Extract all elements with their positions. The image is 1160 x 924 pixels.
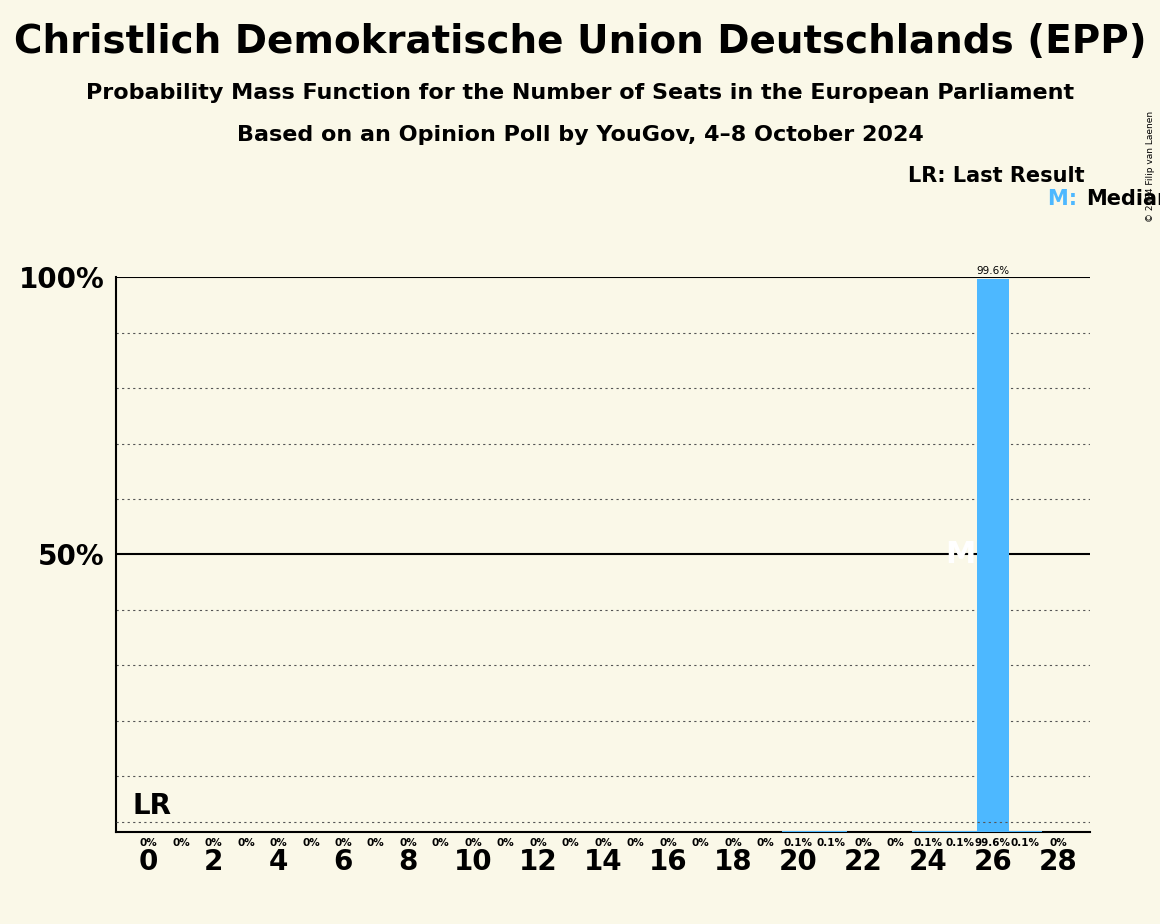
Text: 0%: 0%: [561, 838, 580, 848]
Text: Christlich Demokratische Union Deutschlands (EPP): Christlich Demokratische Union Deutschla…: [14, 23, 1146, 61]
Text: 0%: 0%: [594, 838, 612, 848]
Text: Median: Median: [1086, 189, 1160, 210]
Text: 0%: 0%: [399, 838, 418, 848]
Text: 0.1%: 0.1%: [815, 838, 844, 848]
Text: 0%: 0%: [464, 838, 483, 848]
Text: 0%: 0%: [854, 838, 872, 848]
Text: LR: LR: [132, 792, 172, 820]
Text: 0%: 0%: [204, 838, 223, 848]
Text: 0%: 0%: [626, 838, 645, 848]
Text: M: M: [945, 540, 976, 569]
Text: © 2024 Filip van Laenen: © 2024 Filip van Laenen: [1146, 111, 1155, 222]
Text: 0%: 0%: [269, 838, 288, 848]
Text: 0%: 0%: [302, 838, 320, 848]
Text: 0%: 0%: [367, 838, 385, 848]
Text: LR: Last Result: LR: Last Result: [908, 166, 1085, 187]
Text: 0%: 0%: [334, 838, 353, 848]
Text: 0.1%: 0.1%: [914, 838, 942, 848]
Text: 0.1%: 0.1%: [945, 838, 974, 848]
Text: 0%: 0%: [1049, 838, 1067, 848]
Text: 0%: 0%: [756, 838, 775, 848]
Text: 0.1%: 0.1%: [783, 838, 812, 848]
Text: 0%: 0%: [237, 838, 255, 848]
Text: M:: M:: [1049, 189, 1085, 210]
Text: 99.6%: 99.6%: [977, 266, 1009, 276]
Text: 0%: 0%: [659, 838, 677, 848]
Text: 0%: 0%: [886, 838, 905, 848]
Text: Based on an Opinion Poll by YouGov, 4–8 October 2024: Based on an Opinion Poll by YouGov, 4–8 …: [237, 125, 923, 145]
Text: Probability Mass Function for the Number of Seats in the European Parliament: Probability Mass Function for the Number…: [86, 83, 1074, 103]
Text: 0%: 0%: [496, 838, 515, 848]
Text: 0.1%: 0.1%: [1010, 838, 1039, 848]
Text: 0%: 0%: [529, 838, 548, 848]
Text: 99.6%: 99.6%: [974, 838, 1012, 848]
Text: 0%: 0%: [172, 838, 190, 848]
Text: 0%: 0%: [432, 838, 450, 848]
Bar: [977, 279, 1009, 832]
Text: 0%: 0%: [139, 838, 158, 848]
Text: 0%: 0%: [691, 838, 710, 848]
Text: 0%: 0%: [724, 838, 742, 848]
